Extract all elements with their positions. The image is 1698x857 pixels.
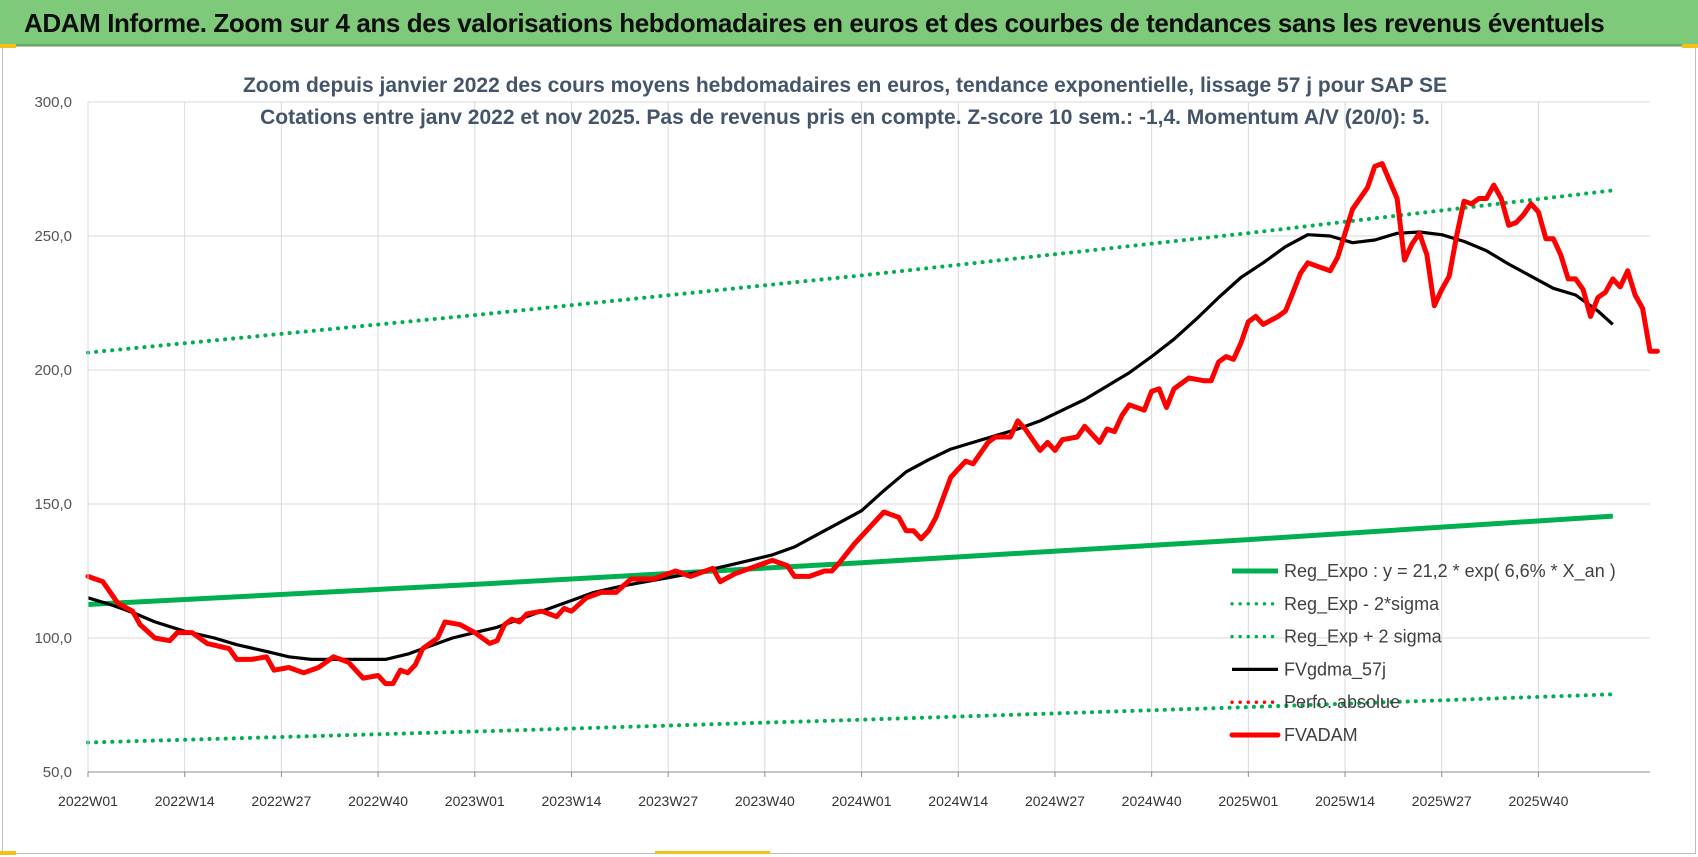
legend-label-fvadam: FVADAM: [1284, 725, 1358, 745]
x-tick-label: 2023W27: [638, 793, 698, 809]
x-tick-label: 2023W14: [542, 793, 602, 809]
x-tick-label: 2022W01: [58, 793, 118, 809]
x-tick-label: 2025W14: [1315, 793, 1375, 809]
title-banner: ADAM Informe. Zoom sur 4 ans des valoris…: [0, 0, 1698, 46]
y-tick-label: 50,0: [43, 764, 72, 781]
series-line-reg-expo-y-21-2-exp-6-6-x-an: [87, 513, 1613, 607]
series-line-reg-exp-2-sigma: [86, 692, 1615, 745]
x-tick-label: 2024W01: [832, 793, 892, 809]
chart-subtitle: Cotations entre janv 2022 et nov 2025. P…: [260, 106, 1430, 129]
y-tick-label: 200,0: [34, 362, 72, 379]
legend-label-reg-expo-y-21-2-exp-6-6-x-an: Reg_Expo : y = 21,2 * exp( 6,6% * X_an ): [1284, 561, 1616, 582]
banner-title: ADAM Informe. Zoom sur 4 ans des valoris…: [24, 8, 1605, 38]
y-axis: 50,0 100,0 150,0 200,0 250,0 300,0: [34, 94, 89, 781]
legend: Reg_Expo : y = 21,2 * exp( 6,6% * X_an )…: [1229, 561, 1616, 745]
corner-mark-bottom-left: [0, 851, 16, 855]
y-tick-label: 300,0: [34, 94, 72, 111]
corner-mark-bottom-center: [655, 851, 770, 854]
x-tick-label: 2023W01: [445, 793, 505, 809]
x-tick-label: 2024W40: [1122, 793, 1182, 809]
x-tick-label: 2022W14: [155, 793, 215, 809]
corner-mark-top-left: [0, 44, 16, 48]
corner-mark-top-right: [1682, 44, 1698, 48]
x-tick-label: 2025W27: [1412, 793, 1472, 809]
y-tick-label: 250,0: [34, 228, 72, 245]
series-layer: [85, 161, 1660, 745]
x-tick-label: 2022W27: [251, 793, 311, 809]
chart-frame: [2, 46, 1696, 854]
y-tick-label: 100,0: [34, 630, 72, 647]
series-line-fvadam: [85, 161, 1660, 687]
legend-label-reg-exp-2-sigma: Reg_Exp + 2 sigma: [1284, 627, 1443, 648]
legend-label-fvgdma-57j: FVgdma_57j: [1284, 659, 1386, 680]
x-tick-label: 2022W40: [348, 793, 408, 809]
x-axis: 2022W01 2022W14 2022W27 2022W40 2023W01 2023W…: [58, 771, 1650, 809]
chart-title: Zoom depuis janvier 2022 des cours moyen…: [243, 74, 1447, 97]
legend-label-perfo-absolue: Perfo. absolue: [1284, 692, 1400, 712]
x-tick-label: 2025W40: [1508, 793, 1568, 809]
series-line-reg-exp-2-sigma: [86, 188, 1615, 355]
grid-lines: [87, 101, 1650, 773]
series-line-fvgdma-57j: [87, 230, 1614, 661]
x-tick-label: 2024W14: [928, 793, 988, 809]
legend-label-reg-exp-2-sigma: Reg_Exp - 2*sigma: [1284, 594, 1440, 615]
x-tick-label: 2023W40: [735, 793, 795, 809]
x-tick-label: 2025W01: [1218, 793, 1278, 809]
x-tick-label: 2024W27: [1025, 793, 1085, 809]
y-tick-label: 150,0: [34, 496, 72, 513]
